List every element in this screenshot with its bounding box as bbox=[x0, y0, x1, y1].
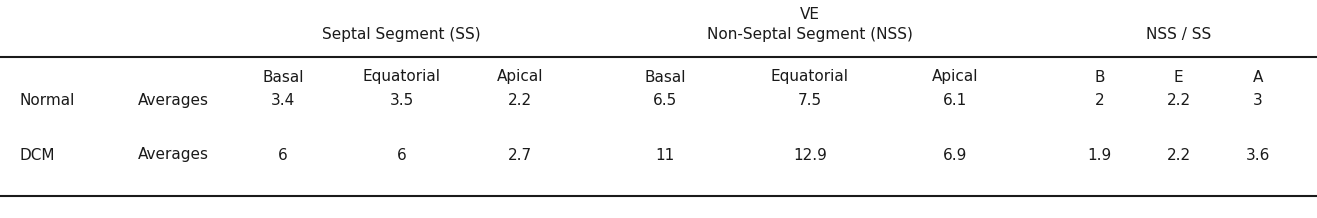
Text: 3.6: 3.6 bbox=[1246, 148, 1270, 162]
Text: VE: VE bbox=[799, 7, 820, 22]
Text: 2: 2 bbox=[1094, 92, 1105, 107]
Text: 12.9: 12.9 bbox=[793, 148, 827, 162]
Text: A: A bbox=[1252, 70, 1263, 85]
Text: 2.2: 2.2 bbox=[1167, 148, 1191, 162]
Text: 11: 11 bbox=[656, 148, 674, 162]
Text: Equatorial: Equatorial bbox=[362, 70, 441, 85]
Text: Basal: Basal bbox=[644, 70, 686, 85]
Text: 6: 6 bbox=[396, 148, 407, 162]
Text: 2.7: 2.7 bbox=[508, 148, 532, 162]
Text: Averages: Averages bbox=[138, 148, 209, 162]
Text: E: E bbox=[1173, 70, 1184, 85]
Text: 6: 6 bbox=[278, 148, 288, 162]
Text: 3.4: 3.4 bbox=[271, 92, 295, 107]
Text: Equatorial: Equatorial bbox=[770, 70, 849, 85]
Text: 6.5: 6.5 bbox=[653, 92, 677, 107]
Text: NSS / SS: NSS / SS bbox=[1146, 27, 1212, 41]
Text: 6.9: 6.9 bbox=[943, 148, 967, 162]
Text: 1.9: 1.9 bbox=[1088, 148, 1112, 162]
Text: Septal Segment (SS): Septal Segment (SS) bbox=[323, 27, 481, 41]
Text: Basal: Basal bbox=[262, 70, 304, 85]
Text: DCM: DCM bbox=[20, 148, 55, 162]
Text: Normal: Normal bbox=[20, 92, 75, 107]
Text: 3: 3 bbox=[1252, 92, 1263, 107]
Text: Apical: Apical bbox=[931, 70, 979, 85]
Text: 6.1: 6.1 bbox=[943, 92, 967, 107]
Text: Non-Septal Segment (NSS): Non-Septal Segment (NSS) bbox=[707, 27, 913, 41]
Text: Averages: Averages bbox=[138, 92, 209, 107]
Text: 3.5: 3.5 bbox=[390, 92, 414, 107]
Text: 2.2: 2.2 bbox=[508, 92, 532, 107]
Text: 7.5: 7.5 bbox=[798, 92, 822, 107]
Text: 2.2: 2.2 bbox=[1167, 92, 1191, 107]
Text: B: B bbox=[1094, 70, 1105, 85]
Text: Apical: Apical bbox=[497, 70, 544, 85]
